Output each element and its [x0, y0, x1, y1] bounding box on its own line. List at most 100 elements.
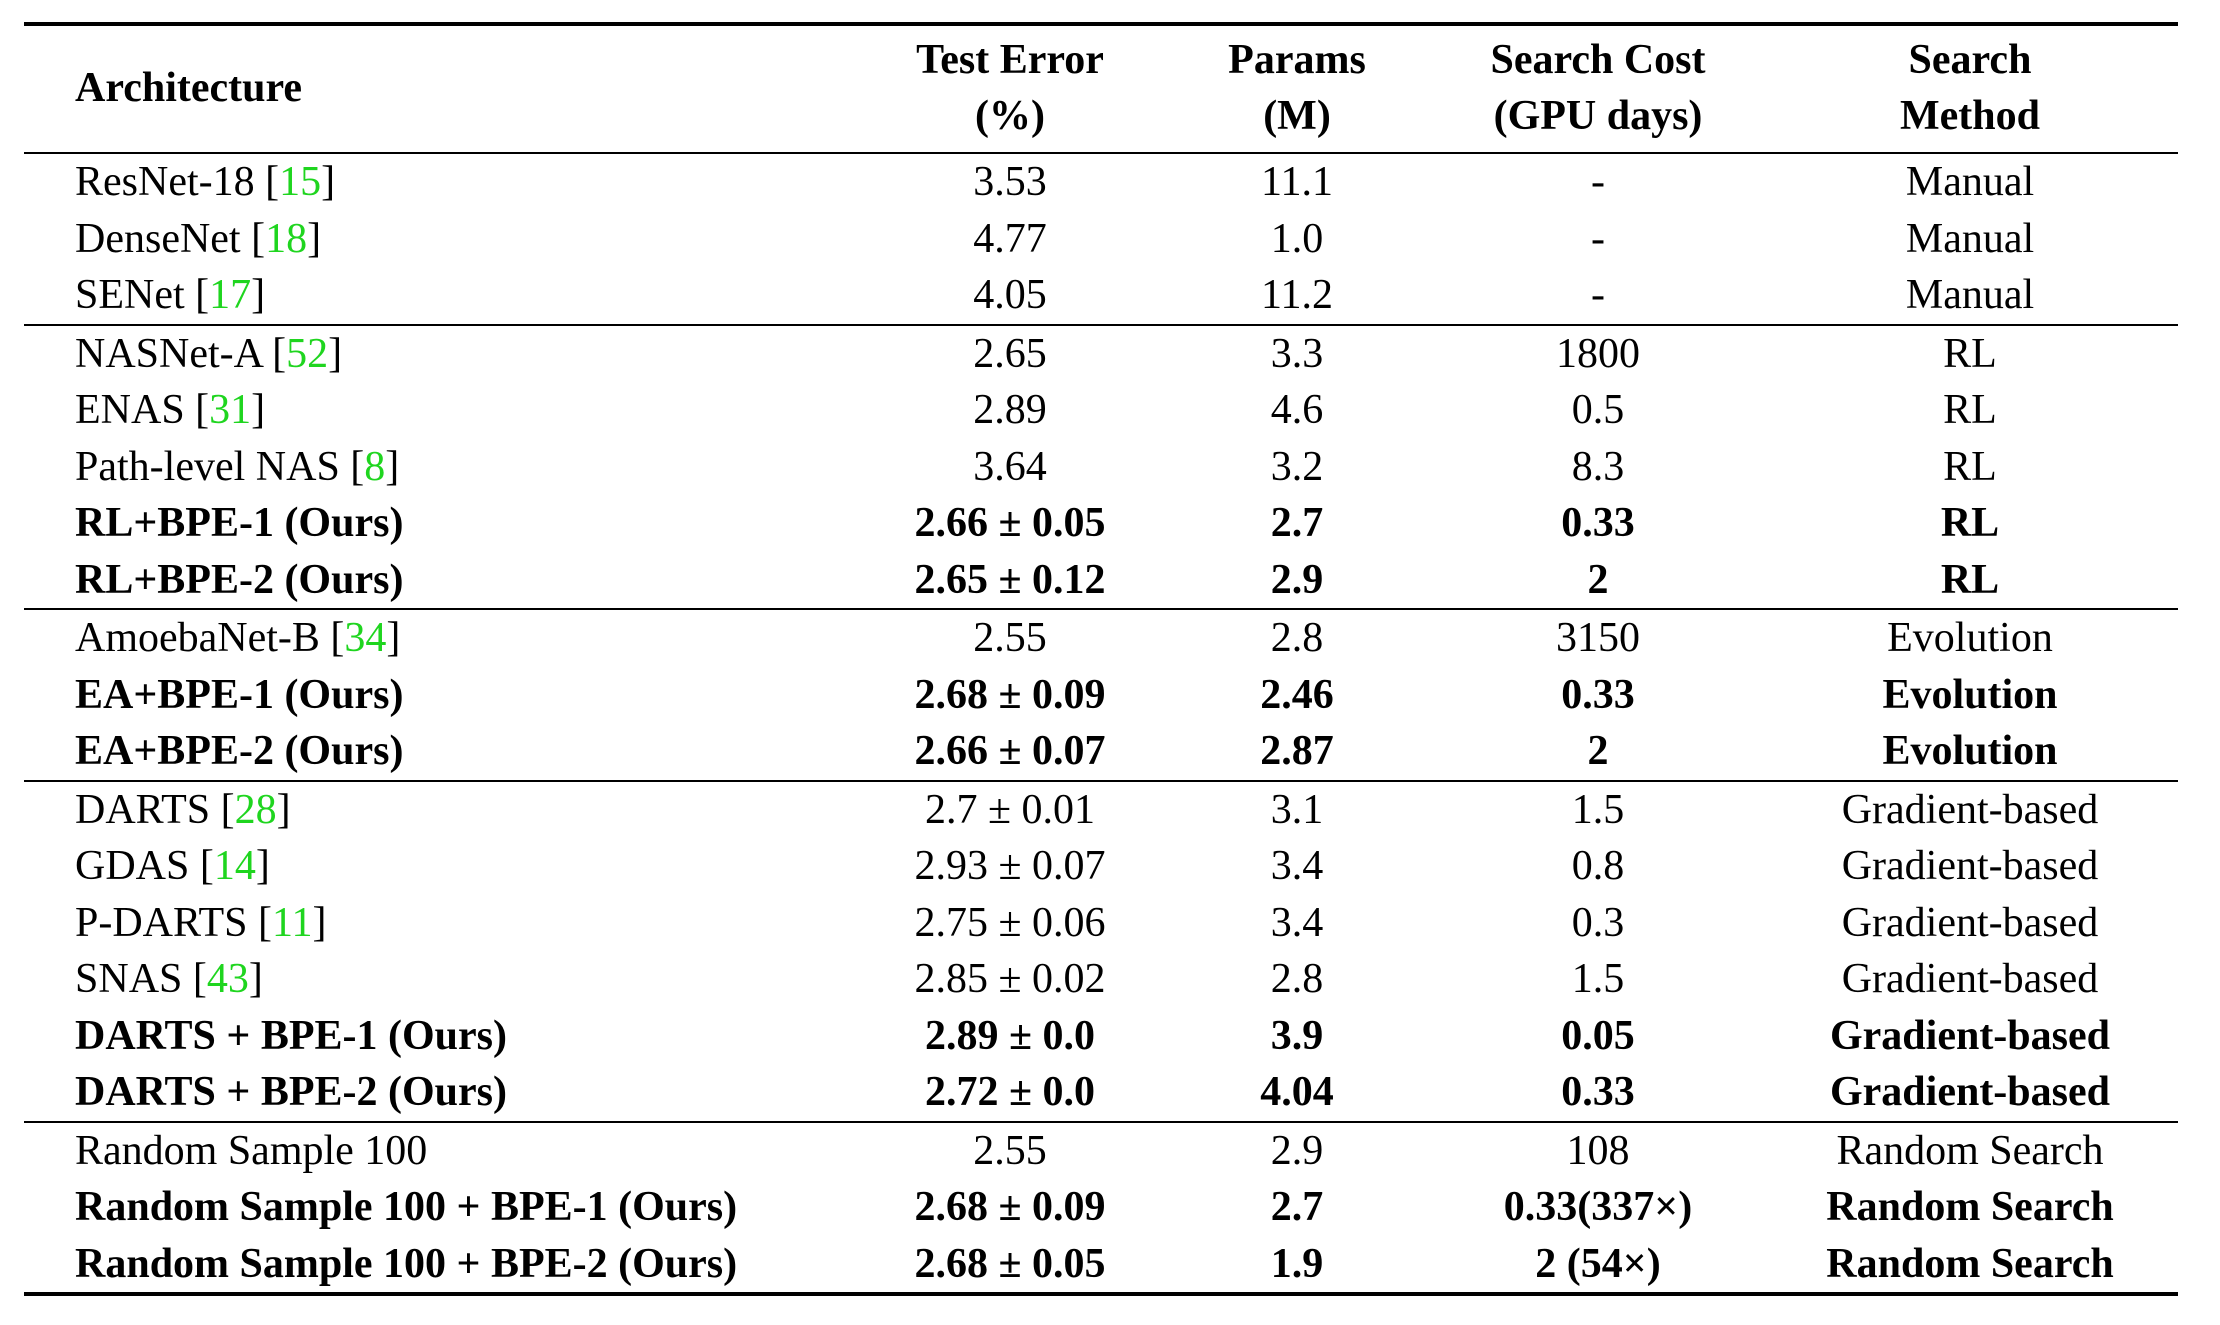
table-cell: 2.66 ± 0.05 — [914, 500, 1106, 547]
citation: 28 — [234, 786, 277, 833]
architecture-name: NASNet-A [ — [75, 330, 287, 377]
header-row: Architecture Test Error (%) Params (M) Search… — [24, 24, 2178, 153]
table-cell: 3.53 — [973, 159, 1047, 206]
architecture-name: ResNet-18 [ — [75, 159, 280, 206]
architecture-name: DenseNet [ — [75, 215, 266, 262]
table-cell: Evolution — [1882, 728, 2058, 775]
table-cell: 2.7 ± 0.01 — [924, 786, 1096, 833]
architecture-name: DARTS + BPE-1 (Ours) — [75, 1012, 507, 1059]
table-cell: 2 — [1587, 728, 1609, 775]
architecture-name: EA+BPE-1 (Ours) — [75, 671, 404, 718]
header-text: Search — [1908, 37, 2032, 83]
architecture-name: P-DARTS [ — [75, 899, 272, 946]
table-cell: 2.46 — [1260, 671, 1334, 718]
architecture-cell: GDAS [14] — [24, 838, 860, 895]
table-cell: 3.4 — [1270, 899, 1324, 946]
row-group: ResNet-18 [15] 3.53 11.1 - Manual DenseNet [ 1… — [24, 153, 2178, 325]
architecture-name: SENet [ — [75, 272, 210, 319]
table-cell: Random Search — [1826, 1184, 2114, 1231]
header-text: (M) — [1263, 93, 1331, 139]
table-row: SNAS [43] 2.85 ± 0.02 2.8 1.5 Gradient-based — [24, 951, 2178, 1008]
table-cell: 2.65 — [973, 330, 1047, 377]
table-row: ResNet-18 [15] 3.53 11.1 - Manual — [24, 153, 2178, 211]
table-cell: 0.8 — [1571, 843, 1625, 890]
table-cell: RL — [1940, 556, 2000, 603]
table-row: RL+BPE-2 (Ours) 2.65 ± 0.12 2.9 2 RL — [24, 552, 2178, 610]
architecture-name: ] — [251, 272, 266, 319]
table-cell: Random Search — [1836, 1127, 2104, 1174]
citation: 15 — [279, 159, 322, 206]
architecture-cell: DARTS [28] — [24, 781, 860, 839]
citation: 52 — [286, 330, 329, 377]
architecture-name: Random Sample 100 + BPE-1 (Ours) — [75, 1184, 738, 1231]
table-cell: Gradient-based — [1841, 899, 2099, 946]
table-cell: 2.68 ± 0.09 — [914, 671, 1106, 718]
table-cell: 2 — [1587, 556, 1609, 603]
table-cell: 2.75 ± 0.06 — [914, 899, 1106, 946]
table-cell: 2.72 ± 0.0 — [924, 1069, 1096, 1116]
table-cell: 2.9 — [1270, 556, 1324, 603]
architecture-cell: AmoebaNet-B [34] — [24, 609, 860, 667]
header-text: Test Error — [916, 37, 1104, 83]
architecture-cell: Path-level NAS [8] — [24, 439, 860, 496]
architecture-cell: Random Sample 100 — [24, 1122, 860, 1180]
architecture-name: ] — [248, 956, 263, 1003]
table-cell: Evolution — [1887, 615, 2053, 662]
table-cell: 1800 — [1556, 330, 1640, 377]
table-cell: 2.89 ± 0.0 — [924, 1012, 1096, 1059]
table-cell: 2.7 — [1270, 1184, 1324, 1231]
table-cell: Random Search — [1826, 1240, 2114, 1287]
table-cell: 0.33 — [1561, 1069, 1635, 1116]
table-row: Path-level NAS [8] 3.64 3.2 8.3 RL — [24, 439, 2178, 496]
table-cell: 2.93 ± 0.07 — [914, 843, 1106, 890]
architecture-name: EA+BPE-2 (Ours) — [75, 728, 404, 775]
table-cell: 11.1 — [1261, 159, 1333, 206]
architecture-cell: EA+BPE-1 (Ours) — [24, 667, 860, 724]
table-row: EA+BPE-2 (Ours) 2.66 ± 0.07 2.87 2 Evolution — [24, 723, 2178, 781]
table-cell: 0.3 — [1571, 899, 1625, 946]
table-cell: 2.8 — [1270, 956, 1324, 1003]
table-row: EA+BPE-1 (Ours) 2.68 ± 0.09 2.46 0.33 Evolut… — [24, 667, 2178, 724]
table-cell: 2.87 — [1260, 728, 1334, 775]
citation: 43 — [206, 956, 249, 1003]
architecture-name: ] — [321, 159, 336, 206]
architecture-name: AmoebaNet-B [ — [75, 615, 345, 662]
header-text: Search Cost — [1490, 37, 1706, 83]
table-row: P-DARTS [11] 2.75 ± 0.06 3.4 0.3 Gradient-ba… — [24, 895, 2178, 952]
architecture-cell: EA+BPE-2 (Ours) — [24, 723, 860, 781]
table-row: Random Sample 100 2.55 2.9 108 Random Search — [24, 1121, 2178, 1180]
table-row: Random Sample 100 + BPE-2 (Ours) 2.68 ± 0… — [24, 1236, 2178, 1295]
architecture-name: SNAS [ — [75, 956, 207, 1003]
architecture-name: Random Sample 100 — [75, 1127, 428, 1174]
architecture-name: ] — [251, 387, 266, 434]
table-cell: Manual — [1905, 272, 2035, 319]
architecture-name: ] — [307, 215, 322, 262]
table-cell: Gradient-based — [1841, 956, 2099, 1003]
header-cell: Architecture — [24, 24, 860, 153]
header-cell: Search Method — [1762, 24, 2178, 153]
architecture-cell: Random Sample 100 + BPE-1 (Ours) — [24, 1179, 860, 1236]
table-cell: 0.33(337×) — [1503, 1184, 1693, 1231]
architecture-cell: Random Sample 100 + BPE-2 (Ours) — [24, 1236, 860, 1295]
table-cell: 1.5 — [1571, 956, 1625, 1003]
table-cell: - — [1591, 159, 1605, 206]
table-cell: 2.68 ± 0.09 — [914, 1184, 1106, 1231]
table-row: NASNet-A [52] 2.65 3.3 1800 RL — [24, 324, 2178, 383]
row-group: Random Sample 100 2.55 2.9 108 Random Search… — [24, 1121, 2178, 1295]
architecture-name: ] — [328, 330, 343, 377]
table-row: RL+BPE-1 (Ours) 2.66 ± 0.05 2.7 0.33 RL — [24, 495, 2178, 552]
architecture-cell: ResNet-18 [15] — [24, 153, 860, 211]
header-cell: Search Cost (GPU days) — [1434, 24, 1762, 153]
table-cell: 2.55 — [973, 615, 1047, 662]
table-cell: Manual — [1905, 159, 2035, 206]
table-container: Architecture Test Error (%) Params (M) Search… — [24, 22, 2178, 1296]
architecture-cell: ENAS [31] — [24, 382, 860, 439]
architecture-name: ] — [386, 615, 401, 662]
table-header: Architecture Test Error (%) Params (M) Search… — [24, 24, 2178, 153]
architecture-name: ] — [276, 786, 291, 833]
table-row: AmoebaNet-B [34] 2.55 2.8 3150 Evolution — [24, 609, 2178, 667]
architecture-cell: P-DARTS [11] — [24, 895, 860, 952]
architecture-name: Random Sample 100 + BPE-2 (Ours) — [75, 1240, 738, 1287]
architecture-cell: SENet [17] — [24, 267, 860, 325]
